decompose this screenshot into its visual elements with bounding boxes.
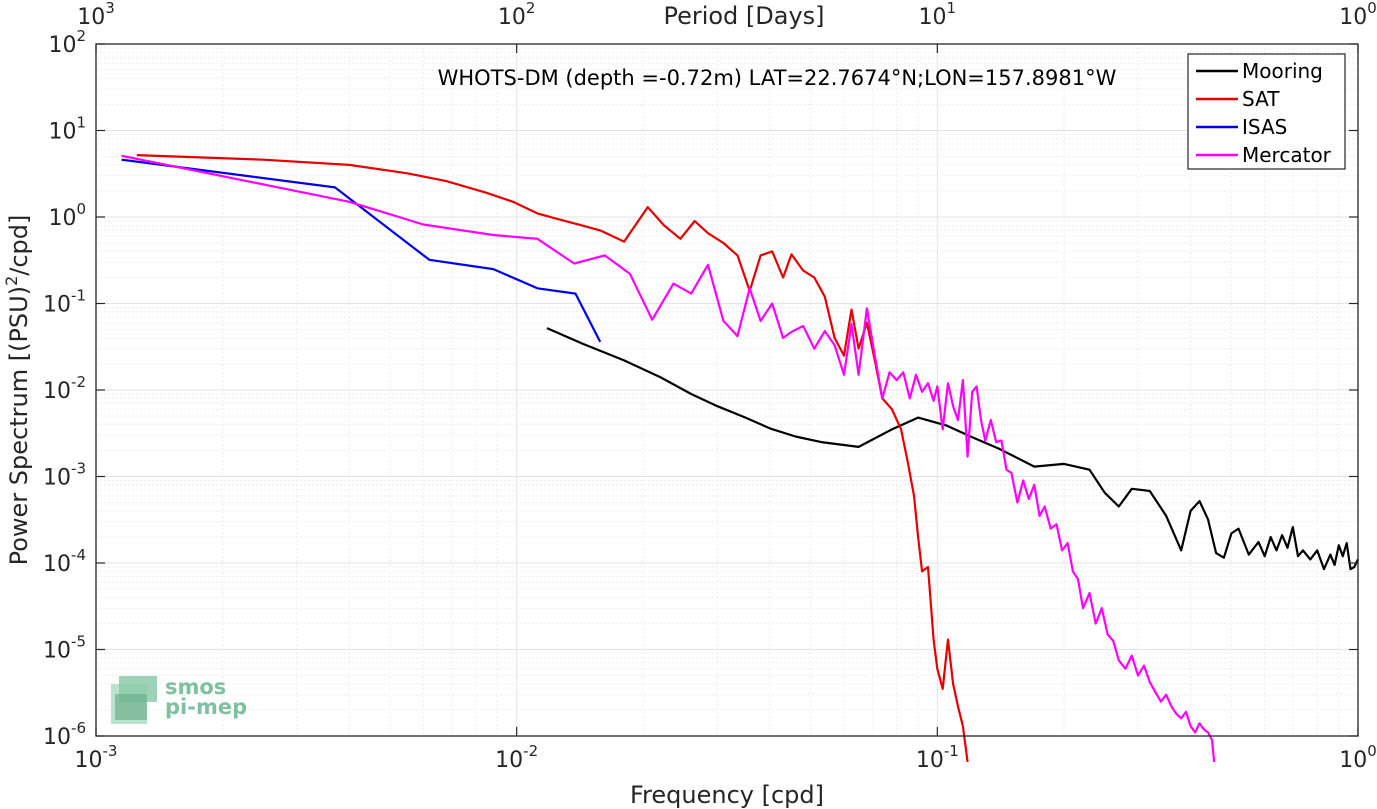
series-line-mooring [546, 327, 1359, 571]
y-tick-label: 10-2 [43, 373, 86, 404]
y-tick-label: 10-3 [43, 460, 86, 491]
y-axis-title: Power Spectrum [(PSU)2/cpd] [2, 215, 33, 566]
series-line-mercator [121, 154, 1216, 763]
logo-block-front [115, 694, 147, 720]
y-tick-label: 101 [48, 114, 86, 145]
y-tick-label: 10-5 [43, 633, 86, 664]
series-lines [121, 154, 1359, 763]
y-tick-label: 10-4 [43, 546, 86, 577]
legend-box [1187, 53, 1346, 170]
logo-text-smos: smos [165, 675, 226, 699]
x-tick-label: 10-3 [75, 742, 118, 773]
x2-tick-label: 100 [1339, 0, 1377, 30]
legend-label-isas: ISAS [1242, 115, 1287, 139]
legend-label-mercator: Mercator [1242, 143, 1332, 167]
x-axis-title: Frequency [cpd] [630, 781, 824, 809]
logo-text-pi-mep: pi-mep [165, 695, 247, 719]
chart-title: WHOTS-DM (depth =-0.72m) LAT=22.7674°N;L… [438, 66, 1117, 90]
y-axis-title-tail: /cpd] [5, 215, 33, 276]
series-line-sat [136, 154, 969, 763]
legend-label-sat: SAT [1242, 87, 1280, 111]
y-tick-label: 102 [48, 27, 86, 58]
x-tick-label: 10-1 [916, 742, 959, 773]
y-tick-label: 10-1 [43, 287, 86, 318]
y-tick-label: 10-6 [43, 719, 86, 750]
legend: Mooring SAT ISAS Mercator [1187, 53, 1346, 170]
smos-pi-mep-logo: smos pi-mep [111, 675, 247, 724]
x2-tick-label: 103 [77, 0, 115, 30]
x2-axis-title: Period [Days] [663, 2, 824, 30]
x-tick-label: 100 [1339, 742, 1377, 773]
series-line-isas [121, 158, 602, 343]
y-axis-title-main: Power Spectrum [(PSU) [5, 286, 33, 565]
x2-tick-label: 101 [919, 0, 957, 30]
y-tick-label: 100 [48, 200, 86, 231]
x2-tick-label: 102 [498, 0, 536, 30]
legend-label-mooring: Mooring [1242, 59, 1323, 83]
y-axis-title-superscript: 2 [2, 276, 21, 286]
x-tick-label: 10-2 [495, 742, 538, 773]
